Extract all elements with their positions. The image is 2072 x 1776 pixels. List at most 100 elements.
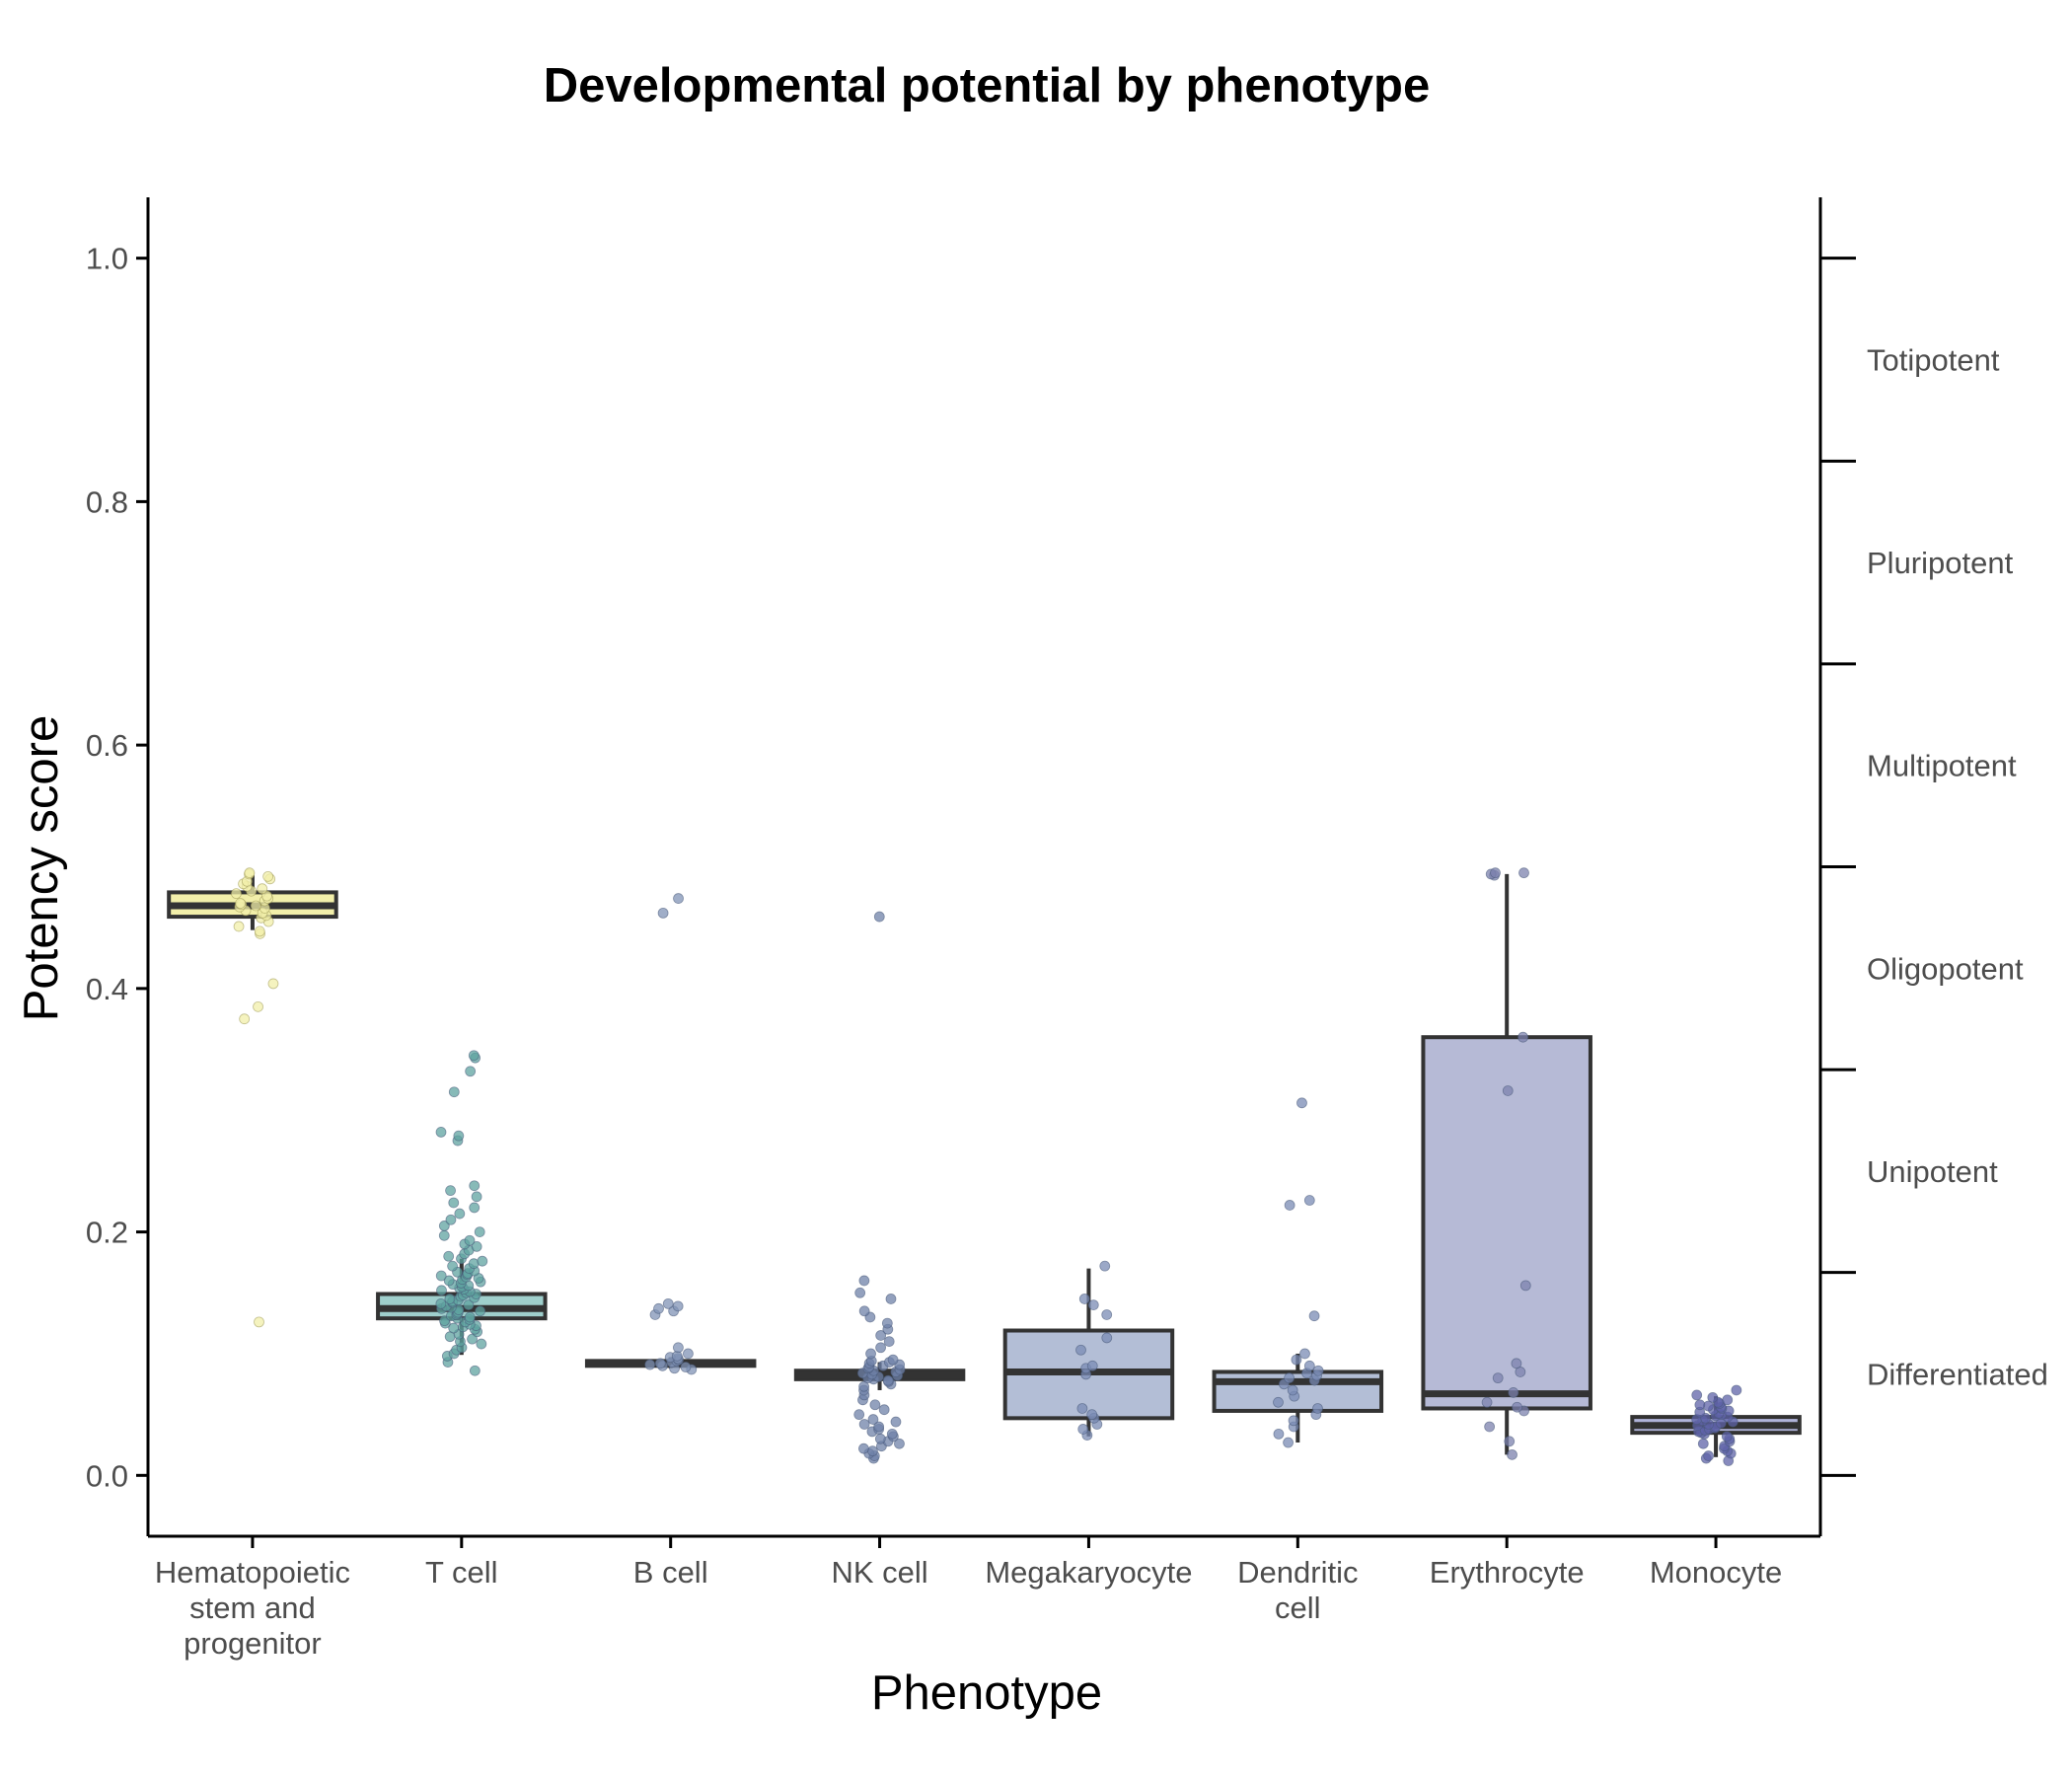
- y-tick-label: 1.0: [86, 242, 128, 276]
- data-point: [867, 1445, 878, 1457]
- data-point: [680, 1362, 692, 1372]
- x-tick-label: NK cell: [831, 1555, 927, 1590]
- data-point: [1303, 1195, 1315, 1206]
- category-group: NK cell: [793, 911, 966, 1590]
- x-tick-label-line: Hematopoietic: [155, 1555, 350, 1590]
- data-point: [1517, 1031, 1528, 1043]
- data-point: [475, 1305, 486, 1317]
- data-point: [254, 1316, 264, 1328]
- data-point: [883, 1336, 895, 1348]
- data-point: [447, 1260, 459, 1272]
- potency-level-label: Multipotent: [1867, 749, 2017, 783]
- data-point: [1518, 867, 1529, 879]
- data-point: [1086, 1409, 1098, 1421]
- data-point: [1508, 1387, 1519, 1398]
- data-point: [894, 1438, 905, 1449]
- potency-level-label: Unipotent: [1867, 1154, 1998, 1189]
- potency-level-label: Oligopotent: [1867, 951, 2024, 986]
- data-point: [1273, 1428, 1285, 1440]
- data-point: [890, 1416, 902, 1428]
- data-point: [467, 1333, 478, 1345]
- data-point: [443, 1250, 455, 1262]
- category-group: T cell: [376, 1050, 548, 1590]
- data-point: [471, 1191, 482, 1203]
- data-point: [253, 1000, 263, 1012]
- data-point: [438, 1221, 450, 1231]
- data-point: [1284, 1200, 1295, 1211]
- data-point: [858, 1380, 870, 1392]
- data-point: [250, 900, 261, 912]
- data-point: [1507, 1448, 1517, 1460]
- data-point: [653, 1302, 664, 1314]
- data-point: [1101, 1332, 1113, 1344]
- x-tick-label-line: T cell: [425, 1555, 498, 1590]
- chart-title: Developmental potential by phenotype: [544, 59, 1430, 112]
- data-point: [673, 893, 684, 904]
- data-point: [874, 1433, 886, 1444]
- data-point: [436, 1285, 447, 1296]
- potency-level-label: Totipotent: [1867, 342, 2000, 377]
- data-point: [1312, 1403, 1323, 1414]
- data-point: [662, 1297, 674, 1309]
- data-point: [858, 1419, 870, 1430]
- data-point: [886, 1428, 898, 1440]
- data-point: [882, 1374, 894, 1386]
- data-point: [267, 978, 279, 990]
- data-point: [464, 1234, 476, 1246]
- data-point: [873, 911, 885, 923]
- data-point: [1484, 1421, 1496, 1433]
- data-point: [1291, 1354, 1302, 1366]
- data-point: [445, 1214, 457, 1225]
- data-point: [435, 1127, 447, 1138]
- data-point: [1303, 1360, 1315, 1371]
- data-point: [683, 1348, 694, 1360]
- x-tick-label: B cell: [633, 1555, 708, 1590]
- data-point: [865, 1348, 876, 1360]
- x-tick-label: Erythrocyte: [1430, 1555, 1585, 1590]
- data-point: [1077, 1424, 1089, 1435]
- data-point: [469, 1365, 481, 1376]
- data-point: [1296, 1097, 1307, 1109]
- x-tick-label-line: cell: [1275, 1591, 1321, 1625]
- x-tick-label: Megakaryocyte: [985, 1555, 1192, 1590]
- x-tick-label-line: progenitor: [184, 1626, 322, 1661]
- data-point: [477, 1255, 488, 1267]
- potency-level-label: Pluripotent: [1867, 546, 2014, 580]
- data-point: [1312, 1365, 1324, 1376]
- data-point: [878, 1404, 890, 1416]
- data-point: [465, 1066, 477, 1077]
- category-group: Dendritic cell: [1212, 1097, 1384, 1625]
- data-point: [885, 1294, 897, 1304]
- data-point: [469, 1202, 481, 1214]
- data-point: [1284, 1372, 1295, 1384]
- data-point: [1707, 1391, 1719, 1403]
- category-group: Monocyte: [1630, 1384, 1802, 1590]
- x-tick-label: Hematopoietic stem and progenitor: [155, 1555, 350, 1661]
- x-tick-label: T cell: [425, 1555, 498, 1590]
- category-group: Erythrocyte: [1421, 867, 1592, 1590]
- data-point: [1101, 1309, 1113, 1320]
- y-tick-label: 0.8: [86, 484, 128, 519]
- data-point: [464, 1311, 476, 1323]
- data-point: [257, 883, 268, 895]
- x-tick-label-line: Monocyte: [1650, 1555, 1782, 1590]
- data-point: [875, 1330, 887, 1341]
- category-group: Megakaryocyte: [985, 1260, 1193, 1590]
- data-point: [873, 1421, 885, 1433]
- data-point: [869, 1399, 881, 1411]
- data-point: [1283, 1437, 1294, 1448]
- data-point: [853, 1409, 865, 1421]
- data-point: [471, 1240, 482, 1252]
- data-point: [235, 898, 247, 909]
- data-point: [867, 1414, 879, 1425]
- data-point: [1697, 1438, 1709, 1449]
- data-point: [858, 1305, 870, 1317]
- data-point: [1076, 1403, 1088, 1414]
- data-point: [1504, 1436, 1516, 1447]
- x-tick-label: Monocyte: [1650, 1555, 1782, 1590]
- data-point: [887, 1354, 899, 1366]
- data-point: [454, 1208, 466, 1220]
- data-point: [1481, 1396, 1493, 1408]
- x-tick-label-line: Megakaryocyte: [985, 1555, 1192, 1590]
